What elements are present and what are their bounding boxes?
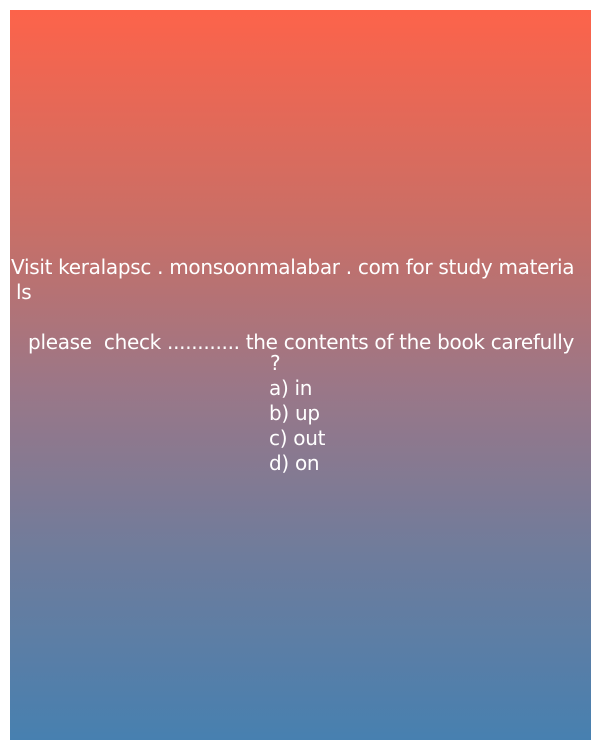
promo-text-line-1: Visit keralapsc . monsoonmalabar . com f… xyxy=(11,255,575,279)
promo-text-line-2: ls xyxy=(16,280,32,304)
option-c: c) out xyxy=(269,426,326,450)
option-d: d) on xyxy=(269,451,320,475)
question-text: please check ............ the contents o… xyxy=(22,330,575,354)
option-b: b) up xyxy=(269,401,320,425)
question-mark: ? xyxy=(270,351,281,375)
question-card: Visit keralapsc . monsoonmalabar . com f… xyxy=(10,10,591,740)
option-a: a) in xyxy=(269,376,313,400)
